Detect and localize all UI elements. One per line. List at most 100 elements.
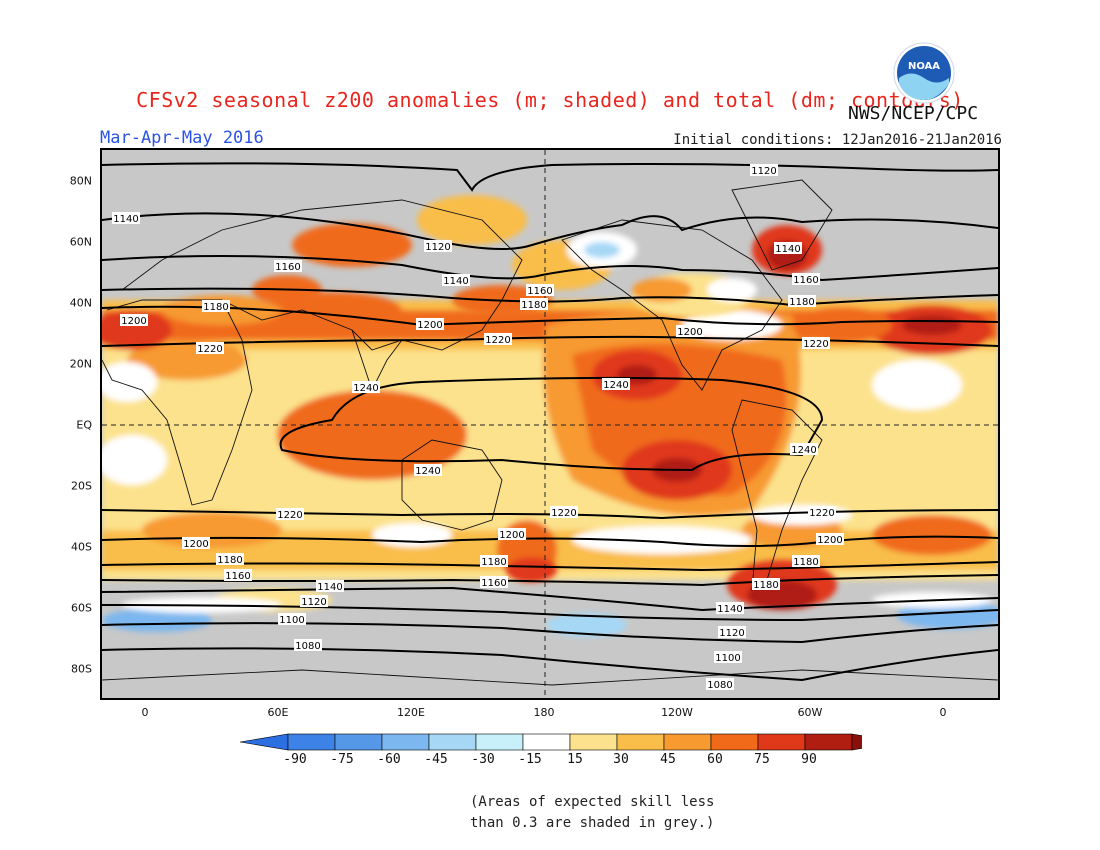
svg-text:1220: 1220 (277, 510, 302, 521)
svg-text:1140: 1140 (317, 582, 342, 593)
contour-label: 1180 (788, 295, 816, 308)
chart-title: CFSv2 seasonal z200 anomalies (m; shaded… (136, 88, 964, 112)
negative-southern-indian (102, 608, 212, 632)
svg-text:1120: 1120 (751, 166, 776, 177)
colorbar (240, 733, 862, 751)
contour-label: 1180 (520, 298, 548, 311)
svg-text:1120: 1120 (719, 628, 744, 639)
contour-label: 1200 (182, 537, 210, 550)
contour-1100-south (102, 622, 998, 644)
svg-text:1180: 1180 (753, 580, 778, 591)
lat-label-80n: 80N (69, 174, 92, 188)
lon-label-120w: 120W (661, 706, 693, 719)
footnote-line-1: (Areas of expected skill less (470, 794, 715, 810)
svg-text:1120: 1120 (301, 597, 326, 608)
svg-text:1140: 1140 (443, 276, 468, 287)
lon-label-0-west: 0 (141, 706, 149, 719)
negative-south-pacific (547, 613, 627, 637)
neutral-canada (707, 278, 757, 302)
contour-1200-north (102, 305, 998, 327)
contour-label: 1120 (718, 626, 746, 639)
colorbar-cell (710, 733, 759, 751)
svg-text:1140: 1140 (113, 214, 138, 225)
colorbar-cell (804, 733, 853, 751)
contour-1180-north (102, 287, 998, 307)
colorbar-label: 45 (660, 752, 676, 767)
contour-1200-south (102, 535, 998, 547)
svg-text:1160: 1160 (793, 275, 818, 286)
svg-text:1100: 1100 (715, 653, 740, 664)
svg-text:1160: 1160 (225, 571, 250, 582)
colorbar-label: 15 (567, 752, 583, 767)
contour-label: 1220 (196, 342, 224, 355)
svg-text:1180: 1180 (203, 302, 228, 313)
contour-label: 1220 (276, 508, 304, 521)
anomaly-south-atlantic (872, 515, 992, 555)
coastline-greenland (731, 179, 833, 271)
colorbar-cell (475, 733, 524, 751)
svg-text:1240: 1240 (603, 380, 628, 391)
contour-label: 1080 (706, 678, 734, 691)
lon-label-60e: 60E (267, 706, 289, 719)
colorbar-cell (522, 733, 571, 751)
svg-text:1180: 1180 (521, 300, 546, 311)
colorbar-label: -30 (471, 752, 495, 767)
anomaly-north-pacific (417, 195, 527, 245)
svg-text:1200: 1200 (499, 530, 524, 541)
map-panel: 1120 1140 1120 1140 1160 1140 1160 1160 … (100, 148, 1000, 700)
contour-label: 1140 (316, 580, 344, 593)
footnote-line-2: than 0.3 are shaded in grey.) (470, 815, 715, 831)
contour-label: 1240 (414, 464, 442, 477)
contour-label: 1160 (274, 260, 302, 273)
anomaly-south-indian (142, 512, 282, 548)
svg-text:1220: 1220 (551, 508, 576, 519)
contour-label: 1240 (352, 381, 380, 394)
contour-label: 1160 (480, 576, 508, 589)
svg-text:1180: 1180 (793, 557, 818, 568)
contour-label: 1120 (300, 595, 328, 608)
initial-conditions-label: Initial conditions: 12Jan2016-21Jan2016 (673, 132, 1002, 148)
svg-text:1200: 1200 (417, 320, 442, 331)
colorbar-arrow-left (240, 733, 289, 751)
neutral-south-indian (102, 435, 167, 485)
svg-text:1220: 1220 (485, 335, 510, 346)
lat-label-20s: 20S (71, 479, 92, 493)
anomaly-canada-west (632, 278, 692, 302)
svg-text:1160: 1160 (275, 262, 300, 273)
svg-text:1140: 1140 (775, 244, 800, 255)
contour-1220-north (102, 335, 998, 347)
colorbar-label: 90 (801, 752, 817, 767)
svg-text:1200: 1200 (121, 316, 146, 327)
contour-label: 1100 (278, 613, 306, 626)
footnote: (Areas of expected skill less than 0.3 a… (470, 792, 714, 834)
colorbar-cell (569, 733, 618, 751)
lat-label-eq: EQ (76, 418, 92, 432)
colorbar-cell (663, 733, 712, 751)
contour-label-group: 1120 1140 1120 1140 1160 1140 1160 1160 … (112, 164, 844, 691)
lat-label-60n: 60N (69, 235, 92, 249)
contour-1180-south (102, 561, 998, 572)
contour-label: 1180 (480, 555, 508, 568)
svg-text:1180: 1180 (217, 555, 242, 566)
colorbar-label: -60 (377, 752, 401, 767)
contour-label: 1140 (716, 602, 744, 615)
lat-label-80s: 80S (71, 662, 92, 676)
neutral-south-pacific (572, 526, 752, 554)
contour-label: 1080 (294, 639, 322, 652)
contour-label: 1220 (484, 333, 512, 346)
contour-label: 1200 (816, 533, 844, 546)
colorbar-label: -90 (283, 752, 307, 767)
svg-text:1200: 1200 (817, 535, 842, 546)
contour-label: 1180 (752, 578, 780, 591)
contour-label: 1120 (424, 240, 452, 253)
negative-bering-sea (584, 242, 620, 258)
noaa-logo: NOAA (893, 42, 955, 104)
coastline-north-america (561, 219, 783, 391)
svg-text:1220: 1220 (809, 508, 834, 519)
contour-1160-south (102, 574, 998, 587)
coastlines (102, 179, 998, 686)
svg-text:1240: 1240 (415, 466, 440, 477)
neutral-australia (372, 523, 452, 547)
lat-label-60s: 60S (71, 601, 92, 615)
anomaly-map: 1120 1140 1120 1140 1160 1140 1160 1160 … (102, 150, 998, 698)
